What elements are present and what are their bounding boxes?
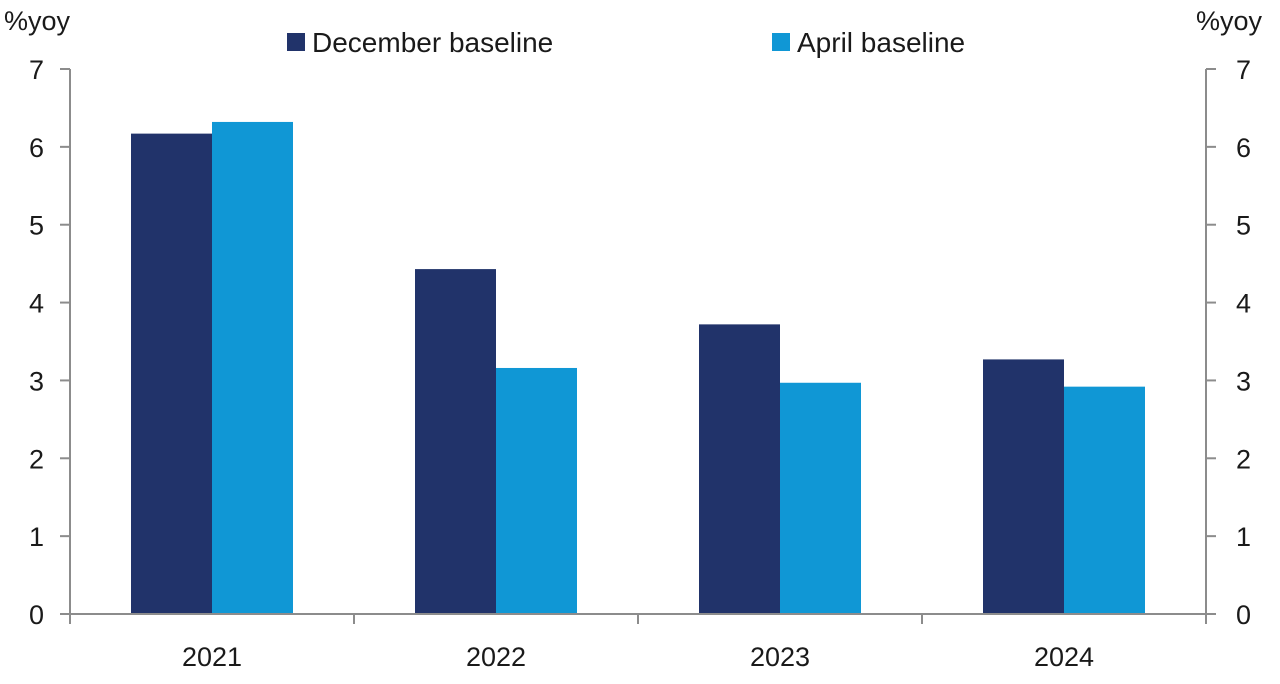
bar-december-baseline-2023 — [699, 324, 780, 614]
right-y-tick-label: 2 — [1236, 444, 1251, 474]
right-y-tick-label: 3 — [1236, 366, 1251, 396]
legend-swatch — [772, 33, 790, 51]
x-tick-label: 2022 — [466, 642, 526, 672]
right-y-tick-label: 0 — [1236, 600, 1251, 630]
legend-label: April baseline — [797, 27, 965, 58]
right-y-tick-label: 7 — [1236, 55, 1251, 85]
legend-swatch — [287, 33, 305, 51]
bar-april-baseline-2023 — [780, 382, 861, 614]
left-y-tick-label: 4 — [29, 289, 44, 319]
bar-april-baseline-2021 — [212, 121, 293, 614]
x-tick-label: 2021 — [182, 642, 242, 672]
x-tick-label: 2023 — [750, 642, 810, 672]
legend: December baseline April baseline — [287, 27, 965, 58]
right-axis-unit: %yoy — [1196, 6, 1263, 36]
right-y-tick-label: 5 — [1236, 211, 1251, 241]
bars — [131, 121, 1145, 614]
left-y-tick-label: 1 — [29, 522, 44, 552]
bar-december-baseline-2021 — [131, 133, 212, 614]
right-y-tick-label: 4 — [1236, 289, 1251, 319]
bar-december-baseline-2024 — [983, 359, 1064, 614]
bar-april-baseline-2022 — [496, 367, 577, 614]
bar-december-baseline-2022 — [415, 269, 496, 614]
left-y-tick-label: 3 — [29, 366, 44, 396]
x-tick-label: 2024 — [1034, 642, 1094, 672]
left-y-tick-label: 7 — [29, 55, 44, 85]
legend-label: December baseline — [312, 27, 553, 58]
left-y-tick-label: 0 — [29, 600, 44, 630]
axes: 0 0 1 1 2 2 3 3 4 4 5 5 6 6 7 7 2021 2022 2023 2024 — [29, 55, 1251, 672]
right-y-tick-label: 1 — [1236, 522, 1251, 552]
left-y-tick-label: 6 — [29, 133, 44, 163]
left-axis-unit: %yoy — [4, 6, 71, 36]
left-y-tick-label: 2 — [29, 444, 44, 474]
bar-april-baseline-2024 — [1064, 386, 1145, 614]
right-y-tick-label: 6 — [1236, 133, 1251, 163]
left-y-tick-label: 5 — [29, 211, 44, 241]
